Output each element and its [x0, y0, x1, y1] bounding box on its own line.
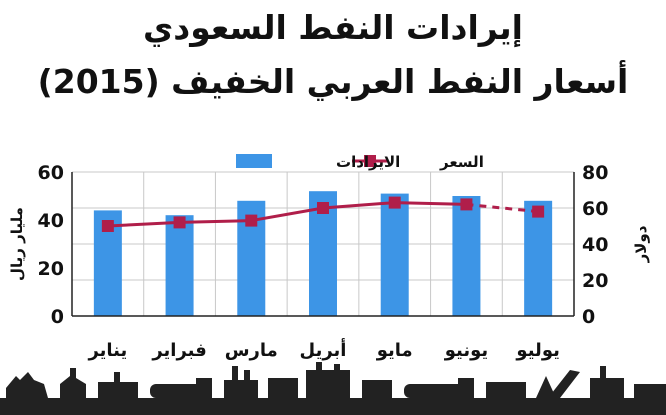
x-tick-label: مايو: [376, 340, 413, 361]
y-right-tick-label: 0: [582, 306, 595, 328]
x-tick-label: أبريل: [300, 338, 347, 361]
axis-labels: 0 20 40 60 0 20 40 60 80 يناير فبراير مارس أبريل مايو…: [38, 162, 609, 361]
y-right-tick-label: 60: [582, 198, 608, 220]
y-axis-left-label: مليار ريال: [8, 207, 26, 281]
x-tick-label: يونيو: [444, 340, 488, 361]
y-left-tick-label: 0: [51, 306, 64, 328]
price-point: [317, 202, 329, 214]
industrial-skyline-decoration: [0, 362, 666, 415]
price-point: [460, 198, 473, 211]
line-series: [101, 196, 545, 232]
legend-bar-swatch: [236, 154, 272, 168]
bar: [165, 215, 194, 316]
x-tick-label: فبراير: [151, 340, 206, 361]
price-point: [532, 205, 545, 218]
x-tick-label: مارس: [225, 340, 278, 361]
bar: [524, 200, 553, 316]
legend-bar-label: الايرادات: [336, 153, 400, 171]
legend-line-marker: [364, 155, 376, 167]
chart-subtitle: أسعار النفط العربي الخفيف (2015): [37, 62, 629, 101]
price-line: [107, 201, 467, 228]
price-point: [245, 214, 258, 227]
y-left-tick-label: 60: [38, 162, 64, 184]
price-point: [388, 196, 401, 209]
x-tick-label: يناير: [87, 340, 127, 361]
bar-series: [93, 191, 553, 316]
price-point: [101, 220, 114, 232]
y-right-tick-label: 40: [582, 234, 608, 256]
chart-title: إيرادات النفط السعودي: [143, 8, 523, 47]
y-axis-right-label: دولار: [632, 225, 650, 263]
bar: [380, 193, 409, 316]
y-left-tick-label: 40: [38, 210, 64, 232]
x-tick-label: يوليو: [515, 340, 559, 361]
axes: [71, 172, 575, 317]
y-right-tick-label: 80: [582, 162, 608, 184]
y-right-tick-label: 20: [582, 270, 608, 292]
y-left-tick-label: 20: [38, 258, 64, 280]
legend-line-label: السعر: [439, 153, 484, 171]
legend: السعر الايرادات: [236, 153, 484, 171]
price-point: [173, 216, 186, 229]
bar: [452, 196, 481, 316]
